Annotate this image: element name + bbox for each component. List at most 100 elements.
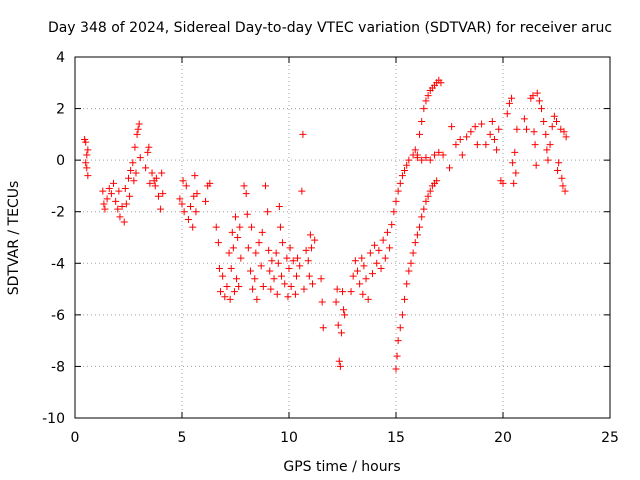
data-point <box>132 169 140 177</box>
data-point <box>230 288 238 296</box>
data-point <box>473 141 481 149</box>
data-point <box>281 280 289 288</box>
data-point <box>112 197 120 205</box>
data-point <box>154 192 162 200</box>
data-point <box>121 185 129 193</box>
data-point <box>126 192 134 200</box>
data-point <box>377 264 385 272</box>
data-point <box>431 151 439 159</box>
data-point <box>279 239 287 247</box>
x-axis-label: GPS time / hours <box>283 459 400 475</box>
data-point <box>510 179 518 187</box>
data-point <box>82 138 90 146</box>
data-point <box>559 182 567 190</box>
data-point <box>300 285 308 293</box>
data-point <box>249 285 257 293</box>
data-point <box>83 164 91 172</box>
data-point <box>272 249 280 257</box>
data-point <box>232 213 239 221</box>
data-point <box>375 246 383 254</box>
data-point <box>446 164 453 172</box>
data-point <box>336 362 344 370</box>
data-point <box>192 208 200 216</box>
data-point <box>509 159 517 167</box>
data-point <box>358 254 366 262</box>
data-point <box>411 239 419 247</box>
data-point <box>416 223 424 231</box>
data-point <box>228 228 236 236</box>
data-point <box>257 262 265 270</box>
data-point <box>543 146 551 154</box>
data-point <box>244 244 252 252</box>
data-series-sdtvar <box>81 76 570 373</box>
data-point <box>495 125 503 133</box>
data-point <box>388 221 396 229</box>
data-point <box>304 257 312 265</box>
data-point <box>299 130 307 138</box>
data-point <box>413 231 421 239</box>
data-point <box>379 236 387 244</box>
data-point <box>401 166 409 174</box>
data-point <box>258 228 266 236</box>
data-point <box>278 272 286 280</box>
data-point <box>82 159 90 167</box>
data-point <box>110 179 118 187</box>
data-point <box>467 128 475 136</box>
plot-frame <box>74 56 611 419</box>
data-point <box>394 187 402 195</box>
data-point <box>334 321 342 329</box>
data-point <box>115 187 123 195</box>
data-point <box>351 257 359 265</box>
y-tick-label: -2 <box>51 205 65 221</box>
data-point <box>418 117 426 125</box>
data-point <box>296 262 304 270</box>
data-point <box>142 164 150 172</box>
data-point <box>548 123 556 131</box>
data-point <box>292 272 300 280</box>
data-point <box>267 285 275 293</box>
data-point <box>99 187 107 195</box>
data-point <box>535 97 543 105</box>
data-point <box>179 177 187 185</box>
data-point <box>233 275 241 283</box>
data-point <box>409 249 417 257</box>
data-point <box>435 148 443 156</box>
x-tick-label: 20 <box>494 430 512 446</box>
data-point <box>158 169 166 177</box>
data-point <box>368 270 376 278</box>
data-point <box>523 125 531 133</box>
data-point <box>392 365 400 373</box>
data-point <box>542 130 550 138</box>
data-point <box>398 311 406 319</box>
data-point <box>318 298 326 306</box>
data-point <box>118 203 126 211</box>
y-tick-label: -4 <box>51 256 65 272</box>
data-point <box>240 182 248 190</box>
data-point <box>157 205 165 213</box>
data-point <box>189 223 197 231</box>
data-point <box>561 187 569 195</box>
data-point <box>193 190 201 198</box>
data-point <box>159 190 167 198</box>
data-point <box>424 92 432 100</box>
data-point <box>471 123 479 131</box>
data-point <box>133 130 141 138</box>
data-point <box>530 128 538 136</box>
data-point <box>101 205 109 213</box>
data-point <box>219 272 227 280</box>
data-point <box>396 324 404 332</box>
data-point <box>418 156 426 164</box>
data-point <box>268 257 276 265</box>
data-point <box>339 288 346 296</box>
y-tick-label: -10 <box>42 411 65 427</box>
data-point <box>221 293 229 301</box>
data-point <box>508 94 516 102</box>
data-point <box>416 130 424 138</box>
data-point <box>478 120 486 128</box>
data-point <box>560 128 568 136</box>
data-point <box>306 231 314 239</box>
data-point <box>120 218 128 226</box>
data-point <box>405 156 413 164</box>
data-point <box>229 244 237 252</box>
data-point <box>458 151 466 159</box>
